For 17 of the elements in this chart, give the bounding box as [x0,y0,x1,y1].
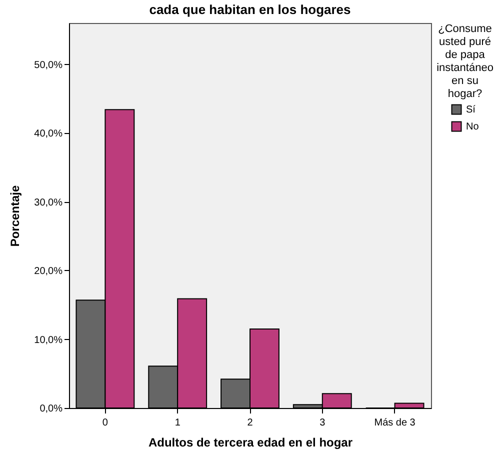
x-tick-label: 0 [102,418,108,428]
legend-title: ¿Consume usted puré de papa instantáneo en su hogar? [436,23,494,100]
y-tick-label: 10,0% [34,334,63,346]
y-tick-label: 0,0% [40,404,63,414]
y-tick-label: 50,0% [34,60,63,71]
y-tick-label: 40,0% [34,128,63,140]
x-tick-label: 2 [247,418,254,428]
legend-label: No [466,122,480,132]
chart-title: cada que habitan en los hogares [149,2,351,17]
x-tick-label: 1 [174,418,181,428]
y-axis-title: Porcentaje [8,184,22,247]
x-axis-title: Adultos de tercera edad en el hogar [148,436,353,450]
legend-label: Sí [466,104,476,116]
x-tick-label: Más de 3 [374,418,416,428]
y-tick-label: 20,0% [34,266,63,277]
x-tick-label: 3 [320,418,326,428]
y-tick-label: 30,0% [34,197,63,208]
